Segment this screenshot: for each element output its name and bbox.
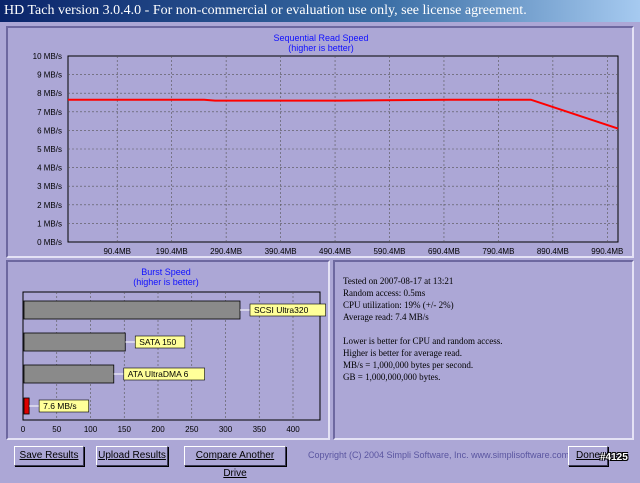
burst-bar [23, 364, 115, 384]
read-y-tick-label: 9 MB/s [37, 71, 62, 80]
done-label: Done [576, 450, 600, 461]
burst-x-tick-label: 100 [84, 425, 98, 434]
burst-bar [23, 300, 241, 320]
random-access-text: Random access: 0.5ms [343, 288, 426, 298]
read-y-tick-label: 4 MB/s [37, 164, 62, 173]
average-read-text: Average read: 7.4 MB/s [343, 312, 429, 322]
burst-label-box [38, 399, 90, 413]
note-gb-definition: GB = 1,000,000,000 bytes. [343, 372, 441, 382]
read-x-tick-label: 190.4MB [156, 247, 188, 256]
burst-x-tick-label: 250 [185, 425, 199, 434]
burst-x-tick-label: 0 [21, 425, 26, 434]
burst-x-tick-label: 350 [253, 425, 267, 434]
save-results-label: Save Results [19, 450, 79, 461]
read-y-tick-label: 5 MB/s [37, 145, 62, 154]
read-x-tick-label: 90.4MB [103, 247, 131, 256]
upload-results-button[interactable]: Upload Results [96, 446, 168, 466]
read-x-tick-label: 490.4MB [319, 247, 351, 256]
compare-another-drive-button[interactable]: Compare Another Drive [184, 446, 286, 479]
read-y-tick-label: 2 MB/s [37, 201, 62, 210]
read-chart-subtitle: (higher is better) [288, 43, 354, 53]
read-y-tick-label: 1 MB/s [37, 219, 62, 228]
upload-results-label: Upload Results [98, 450, 166, 461]
note-lower-better: Lower is better for CPU and random acces… [343, 336, 503, 346]
read-y-tick-label: 0 MB/s [37, 238, 62, 247]
save-results-button[interactable]: Save Results [14, 446, 84, 466]
burst-x-tick-label: 150 [118, 425, 132, 434]
copyright-text: Copyright (C) 2004 Simpli Software, Inc.… [308, 450, 570, 460]
watermark-text: #4125 [600, 452, 628, 463]
note-higher-better: Higher is better for average read. [343, 348, 462, 358]
burst-label-box [134, 335, 186, 349]
window-title: HD Tach version 3.0.4.0 - For non-commer… [0, 0, 640, 22]
read-x-tick-label: 690.4MB [428, 247, 460, 256]
read-x-tick-label: 790.4MB [482, 247, 514, 256]
results-info-panel: Tested on 2007-08-17 at 13:21 Random acc… [333, 260, 634, 440]
read-x-tick-label: 290.4MB [210, 247, 242, 256]
burst-label-box [123, 367, 205, 381]
burst-bar-label: ATA UltraDMA 6 [128, 369, 189, 379]
burst-x-tick-label: 300 [219, 425, 233, 434]
read-chart-title: Sequential Read Speed [273, 33, 368, 43]
burst-bar [23, 332, 126, 352]
cpu-utilization-text: CPU utilization: 19% (+/- 2%) [343, 300, 454, 310]
read-y-tick-label: 6 MB/s [37, 126, 62, 135]
read-x-tick-label: 390.4MB [265, 247, 297, 256]
compare-another-drive-label: Compare Another Drive [195, 450, 275, 479]
read-y-tick-label: 10 MB/s [33, 52, 62, 61]
burst-speed-chart: Burst Speed (higher is better) SCSI Ultr… [21, 267, 326, 434]
burst-x-tick-label: 400 [286, 425, 300, 434]
burst-bar [23, 397, 30, 415]
note-mbs-definition: MB/s = 1,000,000 bytes per second. [343, 360, 474, 370]
read-speed-line [68, 98, 619, 130]
sequential-read-chart: Sequential Read Speed (higher is better)… [33, 33, 624, 256]
read-plot-area [67, 55, 619, 243]
read-y-tick-label: 8 MB/s [37, 89, 62, 98]
burst-chart-subtitle: (higher is better) [133, 277, 199, 287]
burst-label-box [249, 303, 326, 317]
read-y-tick-label: 7 MB/s [37, 108, 62, 117]
tested-date-text: Tested on 2007-08-17 at 13:21 [343, 276, 454, 286]
burst-chart-title: Burst Speed [141, 267, 191, 277]
read-x-tick-label: 890.4MB [537, 247, 569, 256]
burst-bar-label: 7.6 MB/s [43, 401, 77, 411]
done-button[interactable]: Done [568, 446, 608, 466]
burst-speed-panel: Burst Speed (higher is better) SCSI Ultr… [6, 260, 330, 440]
burst-x-tick-label: 50 [52, 425, 61, 434]
burst-bar-label: SATA 150 [139, 337, 176, 347]
read-x-tick-label: 990.4MB [591, 247, 623, 256]
sequential-read-panel: Sequential Read Speed (higher is better)… [6, 26, 634, 258]
burst-bar-label: SCSI Ultra320 [254, 305, 309, 315]
burst-x-tick-label: 200 [151, 425, 165, 434]
read-y-tick-label: 3 MB/s [37, 182, 62, 191]
read-x-tick-label: 590.4MB [373, 247, 405, 256]
